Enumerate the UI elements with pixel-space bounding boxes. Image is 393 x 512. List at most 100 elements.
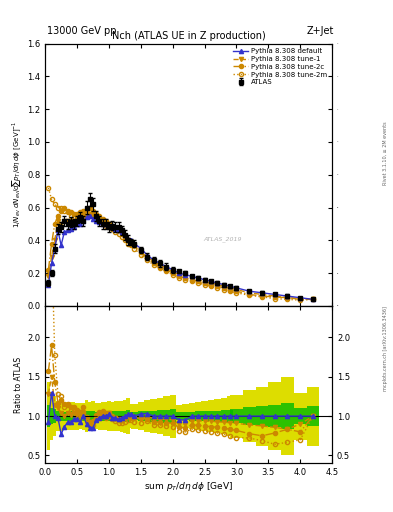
Pythia 8.308 tune-2m (100, 221, 105, 227)
Pythia 8.308 tune-1 (59, 221, 64, 227)
Pythia 8.308 default (116, 227, 121, 233)
Pythia 8.308 default (107, 223, 111, 229)
Pythia 8.308 tune-1 (215, 282, 220, 288)
Pythia 8.308 default (272, 291, 277, 297)
Y-axis label: Ratio to ATLAS: Ratio to ATLAS (14, 356, 23, 413)
Pythia 8.308 tune-2m (158, 265, 162, 271)
Pythia 8.308 tune-2m (78, 216, 83, 222)
Pythia 8.308 tune-2c (183, 275, 188, 281)
Pythia 8.308 tune-2m (215, 285, 220, 291)
Pythia 8.308 tune-1 (55, 218, 60, 224)
Pythia 8.308 tune-2c (260, 293, 264, 299)
Pythia 8.308 default (59, 242, 64, 248)
Pythia 8.308 tune-1 (84, 212, 89, 219)
Pythia 8.308 tune-2m (221, 286, 226, 292)
Pythia 8.308 default (68, 226, 73, 232)
Pythia 8.308 tune-2m (97, 218, 102, 224)
Pythia 8.308 tune-1 (46, 273, 51, 280)
Pythia 8.308 tune-2c (129, 241, 134, 247)
Pythia 8.308 default (126, 236, 130, 242)
Pythia 8.308 default (65, 227, 70, 233)
Pythia 8.308 tune-2m (298, 297, 303, 303)
Pythia 8.308 tune-2m (49, 196, 54, 202)
Pythia 8.308 tune-2m (113, 229, 118, 235)
Pythia 8.308 tune-2m (84, 211, 89, 217)
Pythia 8.308 tune-2c (272, 294, 277, 300)
Pythia 8.308 tune-2m (123, 237, 127, 243)
Pythia 8.308 tune-2c (91, 208, 95, 214)
Pythia 8.308 default (75, 221, 79, 227)
Pythia 8.308 tune-2m (55, 204, 60, 210)
Pythia 8.308 default (221, 282, 226, 288)
Pythia 8.308 default (260, 290, 264, 296)
Pythia 8.308 tune-2c (170, 270, 175, 276)
Pythia 8.308 default (55, 227, 60, 233)
Pythia 8.308 tune-2c (310, 296, 315, 303)
Pythia 8.308 tune-2m (65, 209, 70, 216)
Pythia 8.308 tune-1 (285, 294, 290, 301)
Pythia 8.308 default (46, 282, 51, 288)
Text: Rivet 3.1.10, ≥ 2M events: Rivet 3.1.10, ≥ 2M events (383, 122, 387, 185)
Pythia 8.308 tune-2c (94, 211, 99, 217)
Pythia 8.308 tune-2c (132, 242, 137, 248)
Pythia 8.308 tune-2c (49, 241, 54, 247)
Title: Nch (ATLAS UE in Z production): Nch (ATLAS UE in Z production) (112, 31, 266, 41)
Pythia 8.308 default (247, 288, 252, 294)
Pythia 8.308 tune-2c (209, 282, 213, 288)
Pythia 8.308 tune-2m (59, 204, 64, 210)
Pythia 8.308 tune-1 (107, 221, 111, 227)
Pythia 8.308 default (145, 252, 150, 258)
Pythia 8.308 default (97, 219, 102, 225)
Pythia 8.308 tune-1 (272, 293, 277, 299)
Pythia 8.308 tune-2m (170, 272, 175, 278)
Pythia 8.308 tune-2m (138, 252, 143, 258)
Pythia 8.308 tune-2m (46, 185, 51, 191)
Pythia 8.308 default (84, 215, 89, 221)
Pythia 8.308 default (189, 273, 194, 280)
Pythia 8.308 tune-1 (88, 211, 92, 217)
Pythia 8.308 tune-1 (113, 226, 118, 232)
Pythia 8.308 tune-1 (119, 231, 124, 237)
Pythia 8.308 tune-2m (68, 212, 73, 219)
Pythia 8.308 tune-1 (260, 291, 264, 297)
Pythia 8.308 tune-2c (158, 264, 162, 270)
Pythia 8.308 tune-1 (228, 285, 232, 291)
Pythia 8.308 tune-2c (164, 267, 169, 273)
Pythia 8.308 tune-2m (145, 257, 150, 263)
Pythia 8.308 tune-1 (234, 286, 239, 292)
Pythia 8.308 tune-2m (189, 278, 194, 284)
Pythia 8.308 tune-1 (65, 218, 70, 224)
Pythia 8.308 default (103, 221, 108, 227)
Pythia 8.308 default (215, 280, 220, 286)
Pythia 8.308 tune-1 (298, 295, 303, 302)
Pythia 8.308 tune-2c (145, 255, 150, 262)
Pythia 8.308 default (234, 285, 239, 291)
Pythia 8.308 tune-2m (272, 295, 277, 302)
Pythia 8.308 tune-2m (234, 290, 239, 296)
Pythia 8.308 tune-1 (126, 237, 130, 243)
Pythia 8.308 tune-1 (116, 227, 121, 233)
Pythia 8.308 tune-2c (119, 231, 124, 237)
Pythia 8.308 default (113, 226, 118, 232)
Pythia 8.308 tune-2c (75, 211, 79, 217)
Pythia 8.308 tune-1 (145, 253, 150, 260)
Pythia 8.308 tune-1 (123, 234, 127, 240)
Pythia 8.308 tune-2c (62, 204, 67, 210)
Pythia 8.308 tune-2c (228, 286, 232, 292)
Pythia 8.308 tune-2m (151, 262, 156, 268)
Pythia 8.308 tune-1 (196, 276, 200, 283)
Pythia 8.308 tune-2m (310, 296, 315, 303)
Pythia 8.308 tune-1 (110, 224, 114, 230)
Pythia 8.308 default (62, 229, 67, 235)
Pythia 8.308 tune-2c (298, 296, 303, 303)
Pythia 8.308 tune-2c (189, 276, 194, 283)
Pythia 8.308 tune-2c (177, 273, 182, 280)
X-axis label: sum $p_T/d\eta\,d\phi$ [GeV]: sum $p_T/d\eta\,d\phi$ [GeV] (144, 480, 233, 493)
Pythia 8.308 tune-2m (107, 224, 111, 230)
Pythia 8.308 default (94, 218, 99, 224)
Pythia 8.308 default (91, 216, 95, 222)
Pythia 8.308 tune-2c (215, 283, 220, 289)
Pythia 8.308 tune-2m (132, 245, 137, 251)
Pythia 8.308 tune-1 (177, 272, 182, 278)
Line: Pythia 8.308 tune-1: Pythia 8.308 tune-1 (46, 212, 315, 302)
